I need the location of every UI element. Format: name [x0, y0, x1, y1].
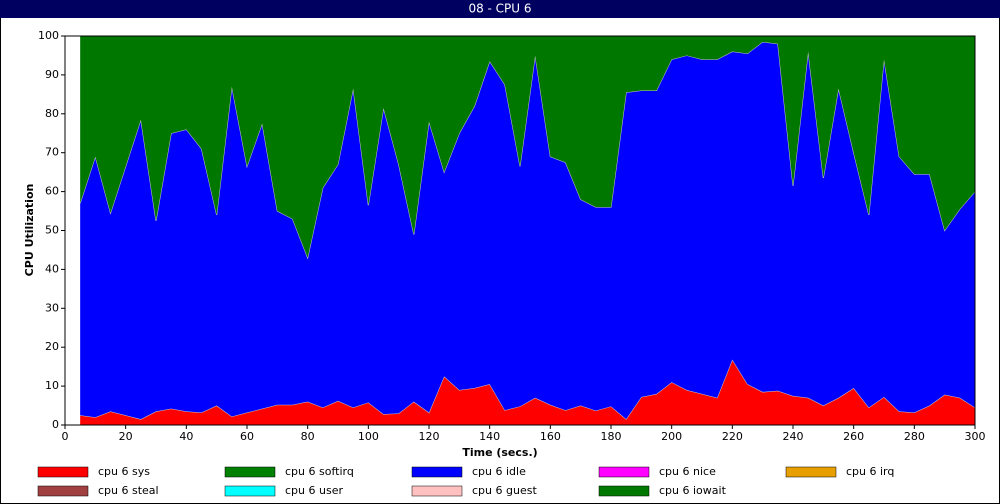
legend-swatch: [37, 466, 89, 478]
x-tick-label: 0: [62, 430, 69, 443]
y-tick-label: 90: [45, 68, 59, 81]
chart-title: 08 - CPU 6: [468, 2, 531, 16]
x-tick-label: 200: [661, 430, 682, 443]
legend-label: cpu 6 irq: [846, 465, 894, 478]
legend-label: cpu 6 softirq: [285, 465, 354, 478]
x-tick-label: 160: [540, 430, 561, 443]
y-tick-label: 70: [45, 146, 59, 159]
legend-label: cpu 6 guest: [472, 484, 537, 497]
y-tick-label: 40: [45, 262, 59, 275]
x-tick-label: 220: [722, 430, 743, 443]
x-tick-label: 20: [119, 430, 133, 443]
legend-swatch: [224, 485, 276, 497]
x-tick-label: 120: [419, 430, 440, 443]
y-tick-label: 80: [45, 107, 59, 120]
legend-swatch: [224, 466, 276, 478]
x-tick-label: 140: [479, 430, 500, 443]
area: [80, 359, 975, 425]
x-tick-label: 40: [179, 430, 193, 443]
legend-swatch: [785, 466, 837, 478]
y-tick-label: 50: [45, 224, 59, 237]
legend-swatch: [37, 485, 89, 497]
x-tick-label: 60: [240, 430, 254, 443]
x-tick-label: 240: [783, 430, 804, 443]
legend-label: cpu 6 user: [285, 484, 343, 497]
x-tick-label: 180: [601, 430, 622, 443]
y-tick-label: 20: [45, 340, 59, 353]
y-tick-label: 60: [45, 185, 59, 198]
legend-swatch: [411, 485, 463, 497]
legend-swatch: [598, 485, 650, 497]
legend-swatch: [411, 466, 463, 478]
x-tick-label: 80: [301, 430, 315, 443]
y-tick-label: 30: [45, 301, 59, 314]
area: [80, 41, 975, 420]
y-tick-label: 0: [52, 418, 59, 431]
x-tick-label: 260: [843, 430, 864, 443]
legend-label: cpu 6 sys: [98, 465, 150, 478]
legend-label: cpu 6 idle: [472, 465, 526, 478]
y-axis-label: CPU Utilization: [23, 184, 36, 277]
legend-label: cpu 6 nice: [659, 465, 716, 478]
legend-label: cpu 6 steal: [98, 484, 159, 497]
x-axis-label: Time (secs.): [462, 446, 537, 459]
legend-swatch: [598, 466, 650, 478]
title-bar: [0, 0, 1000, 18]
y-tick-label: 100: [38, 29, 59, 42]
x-tick-label: 100: [358, 430, 379, 443]
x-tick-label: 280: [904, 430, 925, 443]
area: [80, 36, 975, 258]
y-tick-label: 10: [45, 379, 59, 392]
x-tick-label: 300: [965, 430, 986, 443]
legend-label: cpu 6 iowait: [659, 484, 727, 497]
